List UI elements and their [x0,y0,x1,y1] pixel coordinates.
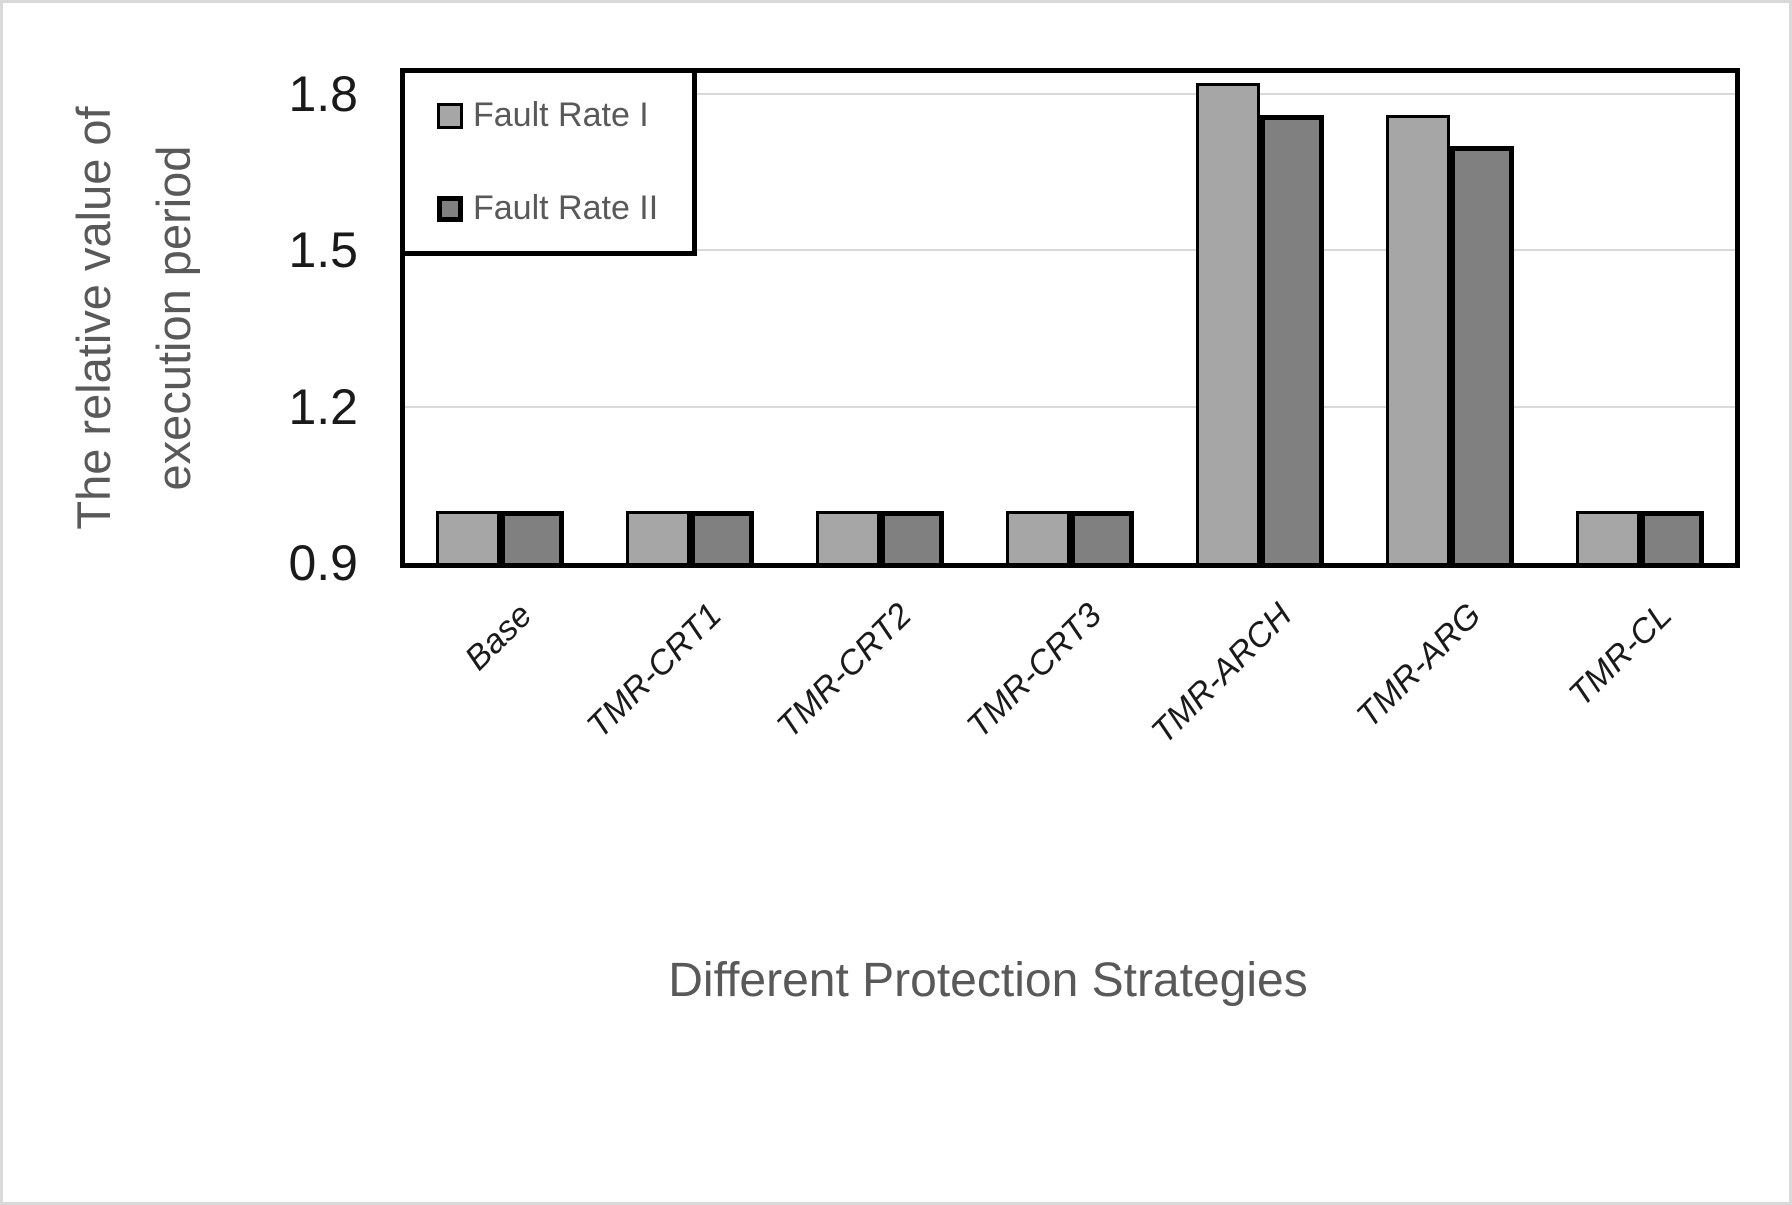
y-tick-label-1.8: 1.8 [288,66,358,122]
legend-label-fault-rate-1: Fault Rate I [473,96,649,134]
bar-tmr-crt1-fault-rate-i [626,511,690,563]
legend: Fault Rate I Fault Rate II [400,68,697,256]
x-tick-label-tmr-arch: TMR-ARCH [1143,596,1299,752]
y-tick-label-1.2: 1.2 [288,379,358,435]
y-axis-title-line1: The relative value of [67,106,120,530]
legend-item-fault-rate-1: Fault Rate I [437,96,692,135]
bar-tmr-arg-fault-rate-ii [1450,146,1514,563]
x-tick-label-tmr-crt2: TMR-CRT2 [769,596,919,746]
y-axis-title-line2: execution period [147,145,200,491]
y-tick-label-0.9: 0.9 [288,535,358,591]
x-axis-title: Different Protection Strategies [668,954,1308,1007]
gridline-1.8 [405,93,1735,95]
x-tick-label-base: Base [457,596,539,678]
bar-tmr-crt3-fault-rate-ii [1070,511,1134,563]
bar-base-fault-rate-i [436,511,500,563]
y-axis-title: The relative value of execution period [54,58,214,578]
x-tick-label-tmr-crt1: TMR-CRT1 [579,596,729,746]
gridline-1.5 [405,249,1735,251]
gridline-1.2 [405,406,1735,408]
legend-item-fault-rate-2: Fault Rate II [437,189,692,228]
fault-rate-2-swatch-icon [437,195,463,222]
bar-base-fault-rate-ii [500,511,564,563]
bar-tmr-cl-fault-rate-i [1576,511,1640,563]
bar-tmr-crt2-fault-rate-i [816,511,880,563]
x-tick-label-tmr-arg: TMR-ARG [1349,596,1489,736]
bar-tmr-crt3-fault-rate-i [1006,511,1070,563]
bar-tmr-arch-fault-rate-i [1196,83,1260,563]
y-tick-label-1.5: 1.5 [288,222,358,278]
x-tick-label-tmr-crt3: TMR-CRT3 [959,596,1109,746]
bar-tmr-arg-fault-rate-i [1386,115,1450,563]
bar-tmr-cl-fault-rate-ii [1640,511,1704,563]
bar-tmr-crt2-fault-rate-ii [880,511,944,563]
x-tick-label-tmr-cl: TMR-CL [1561,596,1679,714]
fault-rate-1-swatch-icon [437,102,463,129]
legend-label-fault-rate-2: Fault Rate II [473,189,659,227]
bar-tmr-arch-fault-rate-ii [1260,115,1324,563]
plot-area: Fault Rate I Fault Rate II [400,68,1740,568]
bar-tmr-crt1-fault-rate-ii [690,511,754,563]
